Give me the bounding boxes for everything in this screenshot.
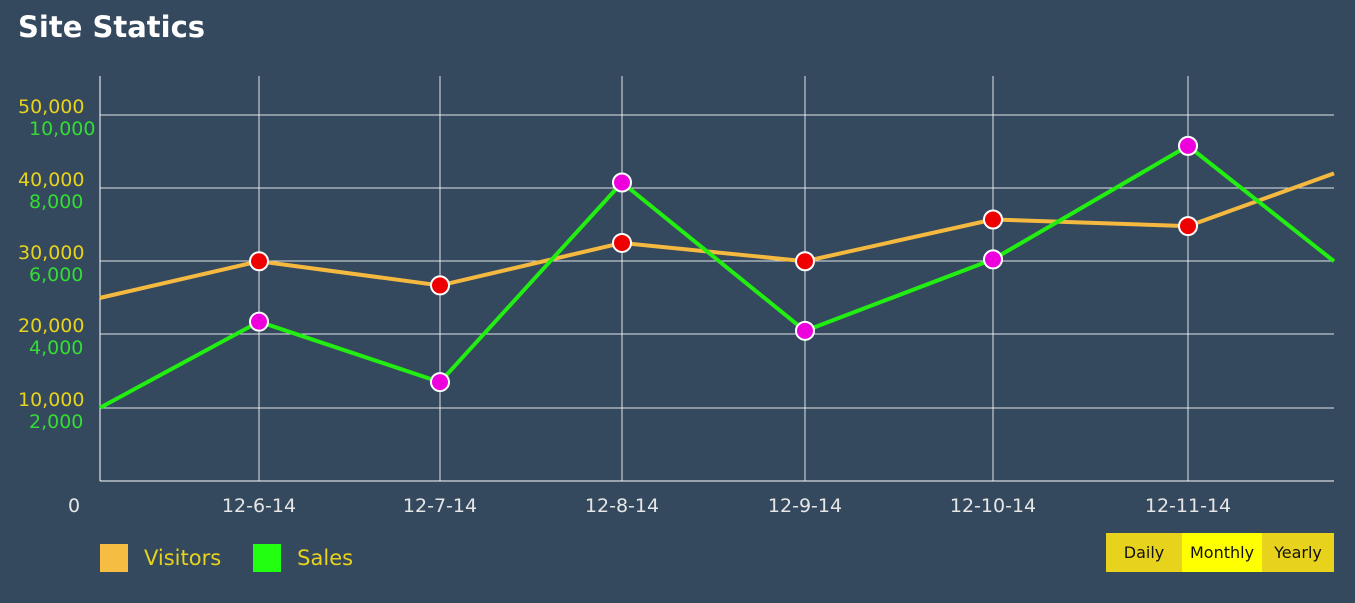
chart-title: Site Statics <box>18 10 206 44</box>
y-tick-label-sales: 4,000 <box>29 337 83 359</box>
legend-swatch-visitors <box>100 544 128 572</box>
data-point-visitors <box>430 275 450 296</box>
data-point-visitors <box>249 251 269 272</box>
data-point-sales <box>1178 135 1198 156</box>
x-tick-label: 12-11-14 <box>1145 495 1231 517</box>
legend-label-visitors: Visitors <box>144 546 222 570</box>
legend-item-sales[interactable]: Sales <box>253 544 353 572</box>
y-tick-label-visitors: 10,000 <box>18 389 84 411</box>
legend-item-visitors[interactable]: Visitors <box>100 544 221 572</box>
data-point-visitors <box>983 209 1003 230</box>
x-origin-label: 0 <box>68 495 80 517</box>
y-tick-label-sales: 8,000 <box>29 191 83 213</box>
daily-button[interactable]: Daily <box>1106 533 1182 572</box>
data-point-sales <box>249 311 269 332</box>
chart-legend: Visitors Sales <box>100 544 385 572</box>
x-tick-label: 12-10-14 <box>950 495 1036 517</box>
y-tick-label-sales: 10,000 <box>29 118 95 140</box>
legend-label-sales: Sales <box>297 546 354 570</box>
x-tick-label: 12-9-14 <box>768 495 842 517</box>
y-tick-label-visitors: 40,000 <box>18 169 84 191</box>
legend-swatch-sales <box>253 544 282 572</box>
data-point-visitors <box>1178 216 1198 237</box>
y-tick-label-visitors: 30,000 <box>18 242 84 264</box>
series-line-visitors <box>99 171 1335 300</box>
series-line-sales <box>99 143 1336 410</box>
data-point-sales <box>430 372 450 393</box>
x-tick-label: 12-6-14 <box>222 495 296 517</box>
range-button-group: Daily Monthly Yearly <box>1106 533 1334 572</box>
data-point-sales <box>983 249 1003 270</box>
monthly-button[interactable]: Monthly <box>1182 533 1262 572</box>
x-tick-label: 12-8-14 <box>585 495 659 517</box>
y-tick-label-visitors: 50,000 <box>18 96 84 118</box>
y-tick-label-visitors: 20,000 <box>18 315 84 337</box>
data-point-sales <box>612 172 632 193</box>
data-point-sales <box>795 320 815 341</box>
y-tick-label-sales: 2,000 <box>29 411 83 433</box>
y-tick-label-sales: 6,000 <box>29 264 83 286</box>
x-tick-label: 12-7-14 <box>403 495 477 517</box>
data-point-visitors <box>795 251 815 272</box>
yearly-button[interactable]: Yearly <box>1262 533 1334 572</box>
data-point-visitors <box>612 232 632 253</box>
